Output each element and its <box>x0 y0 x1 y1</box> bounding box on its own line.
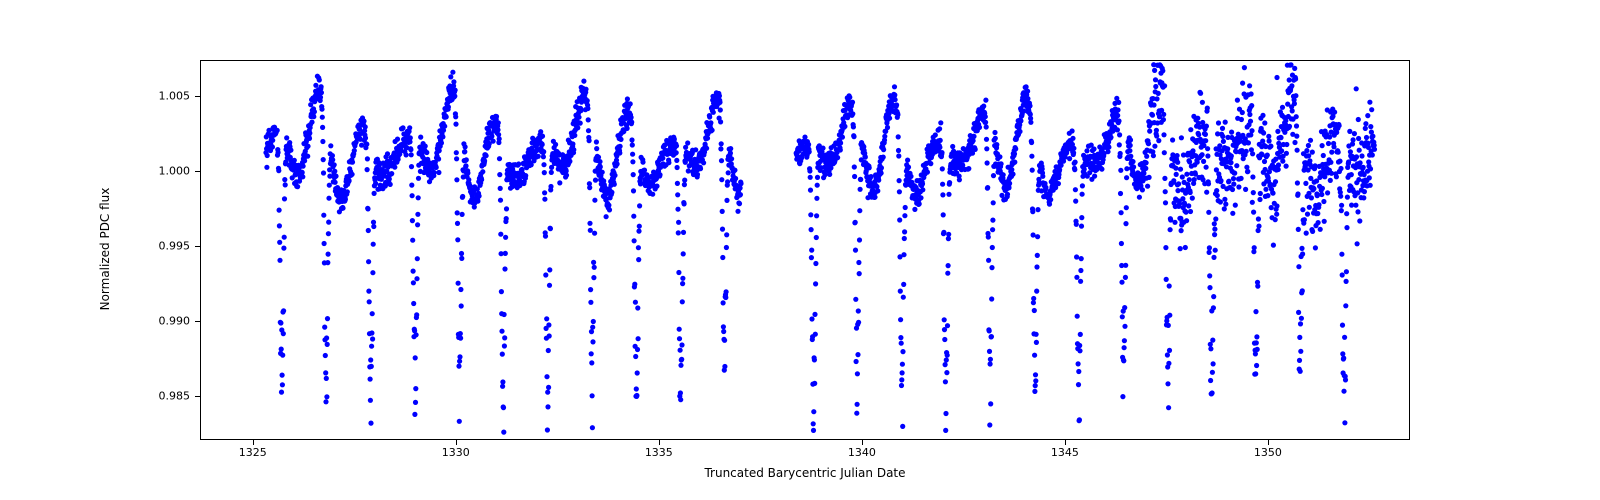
x-tick-label: 1335 <box>645 446 673 459</box>
plot-area <box>200 60 1410 440</box>
figure: Truncated Barycentric Julian Date Normal… <box>0 0 1600 500</box>
x-tick-label: 1350 <box>1254 446 1282 459</box>
y-tick-label: 0.985 <box>140 390 190 403</box>
x-axis-label: Truncated Barycentric Julian Date <box>200 466 1410 480</box>
scatter-plot <box>201 61 1411 441</box>
x-tick-label: 1325 <box>239 446 267 459</box>
x-tick-label: 1345 <box>1051 446 1079 459</box>
y-axis-label: Normalized PDC flux <box>98 169 112 329</box>
y-tick-label: 0.990 <box>140 315 190 328</box>
x-tick-label: 1330 <box>442 446 470 459</box>
y-tick-label: 1.000 <box>140 165 190 178</box>
y-tick-label: 1.005 <box>140 90 190 103</box>
x-tick-label: 1340 <box>848 446 876 459</box>
y-tick-label: 0.995 <box>140 240 190 253</box>
